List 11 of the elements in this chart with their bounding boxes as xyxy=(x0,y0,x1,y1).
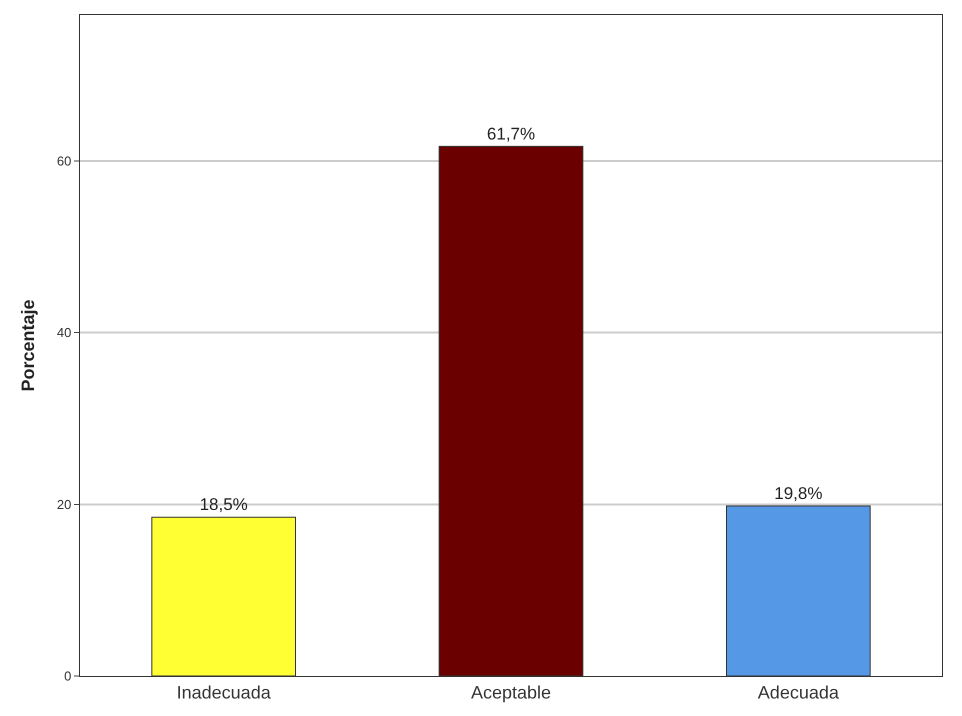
x-tick-label: Adecuada xyxy=(758,682,840,703)
y-axis-title: Porcentaje xyxy=(18,299,38,392)
data-label: 61,7% xyxy=(486,124,536,144)
x-tick-label: Inadecuada xyxy=(176,682,272,703)
x-tick-label: Aceptable xyxy=(470,682,552,703)
y-tick-label: 60 xyxy=(56,153,72,168)
y-tick-label: 20 xyxy=(56,496,72,512)
data-label: 18,5% xyxy=(200,495,248,514)
data-label: 19,8% xyxy=(774,484,822,504)
y-tick-label: 0 xyxy=(64,668,72,684)
y-tick-label: 40 xyxy=(56,325,72,340)
